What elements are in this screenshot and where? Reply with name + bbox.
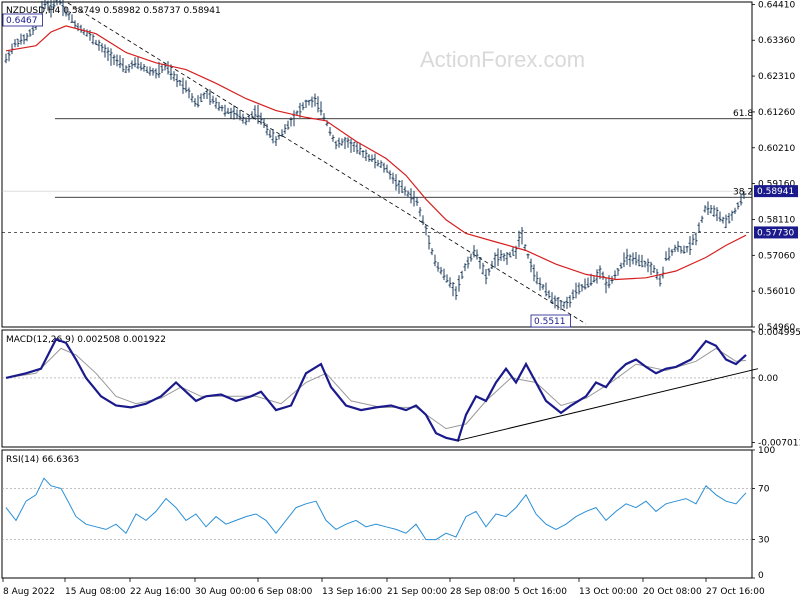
x-tick-label: 30 Aug 00:00 xyxy=(195,587,256,597)
rsi-y-label: 0 xyxy=(758,571,764,581)
price-y-label: 0.62310 xyxy=(758,72,795,82)
x-tick-label: 6 Sep 08:00 xyxy=(258,587,313,597)
price-layer: 0.6467 0.5511 61.8 38.2 xyxy=(2,0,753,328)
fib-61-label: 61.8 xyxy=(733,109,753,119)
macd-layer xyxy=(2,337,759,442)
macd-trendline xyxy=(457,368,759,442)
watermark: ActionForex.com xyxy=(420,47,585,72)
x-tick-label: 28 Sep 08:00 xyxy=(450,587,510,597)
x-tick-label: 20 Oct 08:00 xyxy=(643,587,702,597)
high-label-box xyxy=(2,13,43,27)
macd-line xyxy=(5,337,747,442)
price-trendline xyxy=(67,2,587,325)
rsi-y-label: 30 xyxy=(758,536,770,546)
price-y-label: 0.57060 xyxy=(758,251,795,261)
x-tick-label: 8 Aug 2022 xyxy=(3,587,55,597)
macd-y-label: 0.004995 xyxy=(758,328,800,338)
support-tag-bg xyxy=(754,226,798,239)
x-tick-label: 15 Aug 08:00 xyxy=(65,587,126,597)
x-tick-label: 13 Sep 16:00 xyxy=(322,587,382,597)
x-tick-label: 5 Oct 16:00 xyxy=(514,587,567,597)
rsi-layer xyxy=(2,477,752,541)
macd-panel xyxy=(1,329,753,448)
macd-label: MACD(12,26,9) 0.002508 0.001922 xyxy=(6,335,166,345)
rsi-panel xyxy=(1,449,753,579)
price-y-label: 0.61260 xyxy=(758,108,795,118)
rsi-y-label: 100 xyxy=(758,446,775,456)
x-tick-label: 27 Oct 16:00 xyxy=(706,587,765,597)
moving-average-line xyxy=(5,25,747,281)
low-label-box xyxy=(530,314,571,328)
price-y-label: 0.60210 xyxy=(758,144,795,154)
macd-y-label: -0.007011 xyxy=(758,438,800,448)
price-y-label: 0.59160 xyxy=(758,180,795,190)
price-y-label: 0.63360 xyxy=(758,36,795,46)
low-label: 0.5511 xyxy=(534,317,566,327)
price-title: NZDUSD,H4 0.58749 0.58982 0.58737 0.5894… xyxy=(6,6,221,16)
macd-signal-line xyxy=(5,347,747,430)
price-y-label: 0.58110 xyxy=(758,215,795,225)
support-tag: 0.57730 xyxy=(757,228,794,238)
price-y-label: 0.54960 xyxy=(758,323,795,333)
rsi-label: RSI(14) 66.6363 xyxy=(6,455,79,465)
x-tick-label: 22 Aug 16:00 xyxy=(130,587,191,597)
x-tick-label: 21 Sep 00:00 xyxy=(387,587,447,597)
high-label: 0.6467 xyxy=(6,16,38,26)
x-tick-label: 13 Oct 00:00 xyxy=(579,587,638,597)
macd-y-label: 0.00 xyxy=(758,374,778,384)
last-price-tag: 0.58941 xyxy=(757,187,794,197)
rsi-line xyxy=(5,477,747,541)
last-price-tag-bg xyxy=(754,185,798,198)
price-y-label: 0.56010 xyxy=(758,287,795,297)
rsi-y-label: 70 xyxy=(758,484,770,494)
fib-38-label: 38.2 xyxy=(733,187,753,197)
price-y-label: 0.64410 xyxy=(758,0,795,10)
